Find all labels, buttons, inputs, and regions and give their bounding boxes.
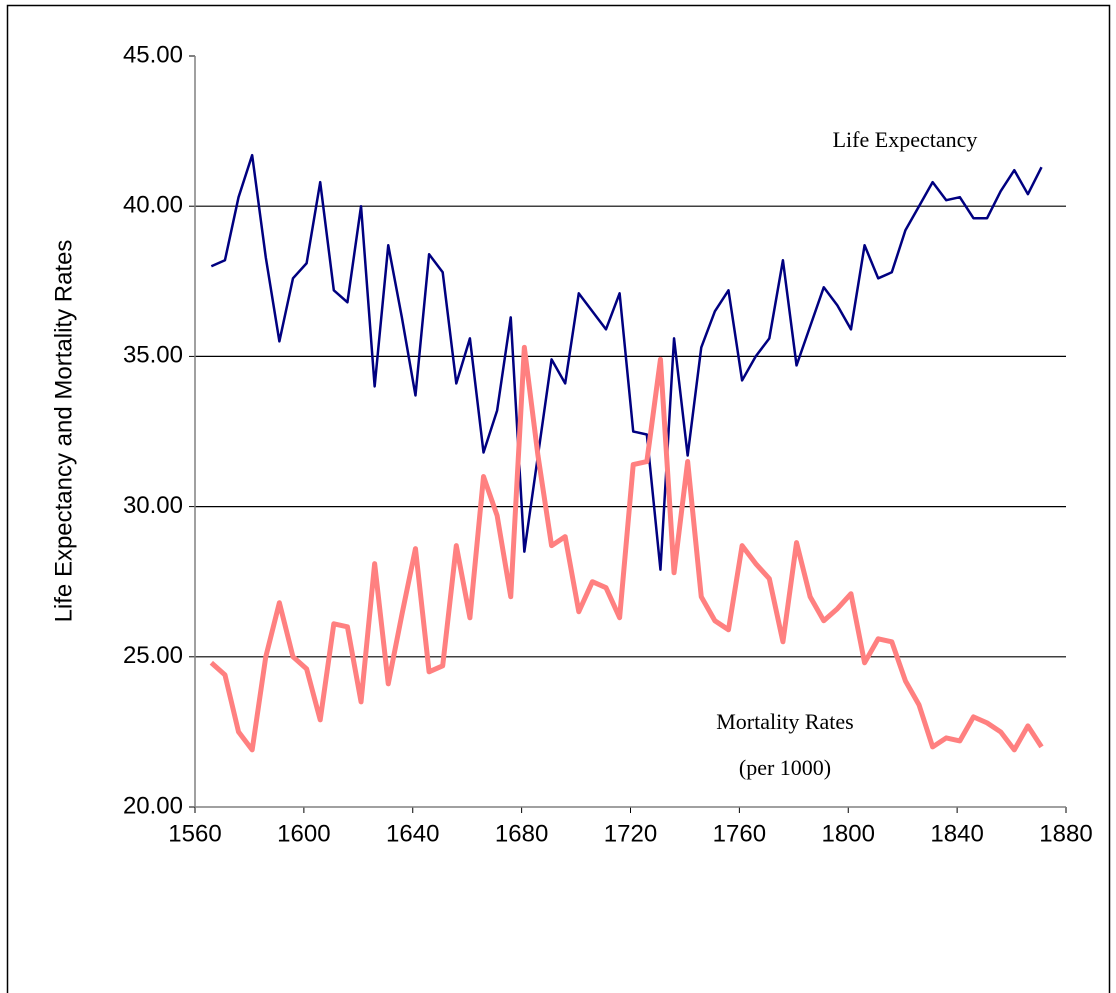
x-tick-label: 1880 — [1039, 820, 1092, 847]
x-tick-label: 1720 — [604, 820, 657, 847]
y-tick-label: 20.00 — [123, 792, 183, 819]
y-tick-label: 40.00 — [123, 192, 183, 219]
series-label: Mortality Rates — [716, 709, 853, 734]
series-label: Life Expectancy — [833, 127, 978, 152]
y-axis-label: Life Expectancy and Mortality Rates — [50, 240, 77, 623]
x-tick-label: 1560 — [168, 820, 221, 847]
y-tick-label: 25.00 — [123, 642, 183, 669]
x-tick-label: 1640 — [386, 820, 439, 847]
x-tick-label: 1600 — [277, 820, 330, 847]
y-tick-label: 30.00 — [123, 492, 183, 519]
frame — [6, 4, 1111, 993]
x-tick-label: 1760 — [713, 820, 766, 847]
x-tick-label: 1800 — [822, 820, 875, 847]
y-tick-label: 45.00 — [123, 41, 183, 68]
y-tick-label: 35.00 — [123, 342, 183, 369]
x-tick-label: 1680 — [495, 820, 548, 847]
series-line — [210, 153, 1043, 571]
x-tick-label: 1840 — [930, 820, 983, 847]
series-unit: (per 1000) — [739, 755, 831, 780]
series-line — [209, 344, 1044, 753]
